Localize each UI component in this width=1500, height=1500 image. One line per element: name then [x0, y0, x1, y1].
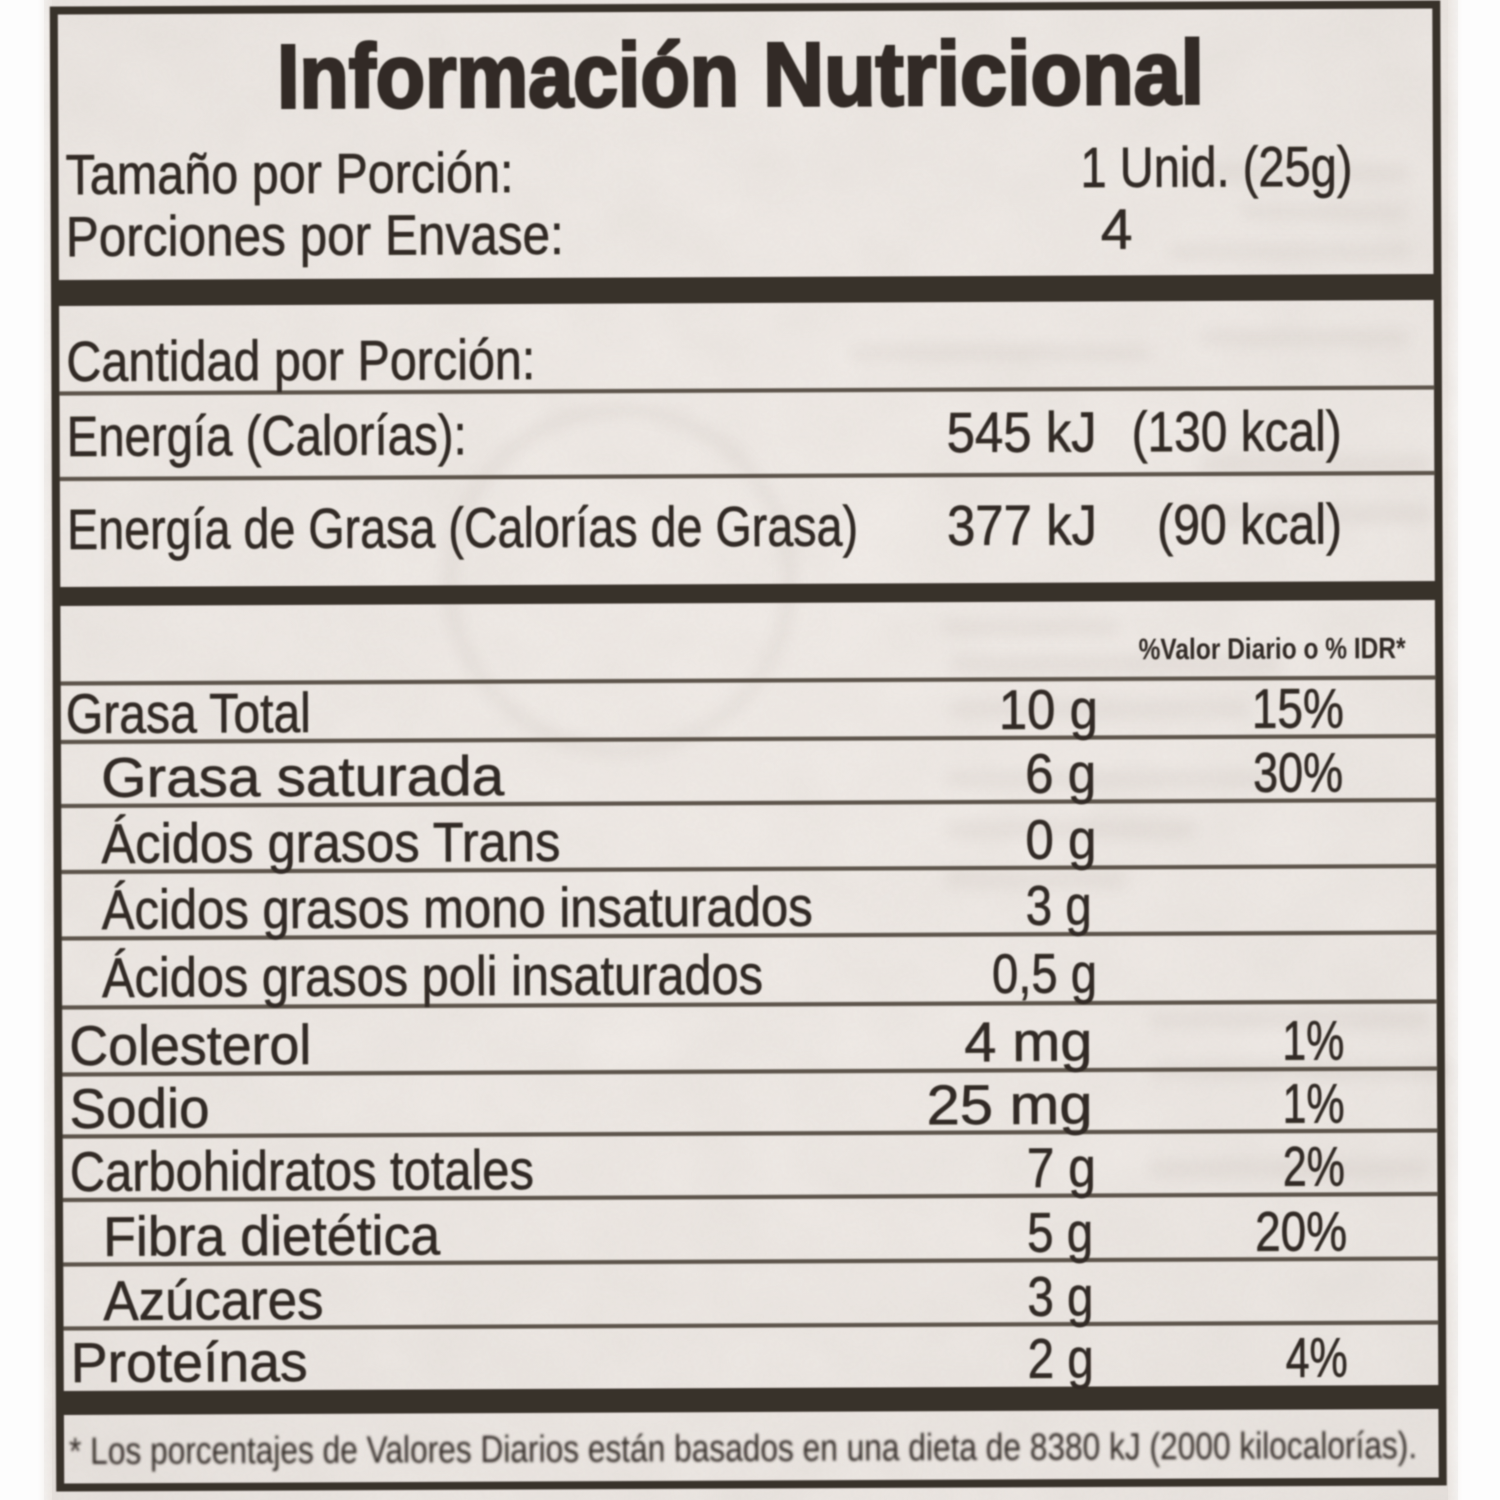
svg-text:Azúcares: Azúcares: [103, 1268, 323, 1332]
svg-text:Grasa Total: Grasa Total: [66, 681, 311, 745]
svg-text:10 g: 10 g: [999, 677, 1098, 740]
svg-text:Ácidos grasos Trans: Ácidos grasos Trans: [101, 810, 560, 875]
svg-text:4: 4: [1101, 198, 1133, 262]
svg-text:1%: 1%: [1282, 1008, 1344, 1071]
svg-text:Energía (Calorías):: Energía (Calorías):: [67, 403, 467, 469]
svg-text:1%: 1%: [1282, 1071, 1344, 1134]
svg-text:* Los porcentajes de Valores D: * Los porcentajes de Valores Diarios est…: [69, 1425, 1417, 1473]
svg-text:Carbohidratos totales: Carbohidratos totales: [70, 1138, 534, 1203]
svg-text:2%: 2%: [1283, 1134, 1345, 1197]
svg-text:25 mg: 25 mg: [926, 1073, 1092, 1137]
svg-text:4 mg: 4 mg: [964, 1010, 1092, 1074]
svg-text:Información: Información: [277, 26, 739, 128]
svg-text:(90 kcal): (90 kcal): [1157, 492, 1342, 557]
svg-text:Grasa saturada: Grasa saturada: [101, 744, 505, 809]
svg-text:%Valor Diario o % IDR*: %Valor Diario o % IDR*: [1139, 632, 1406, 666]
svg-text:Energía de Grasa (Calorías de: Energía de Grasa (Calorías de Grasa): [67, 495, 858, 562]
svg-text:5 g: 5 g: [1027, 1201, 1093, 1264]
svg-text:0 g: 0 g: [1025, 807, 1096, 870]
svg-text:Ácidos grasos mono insaturados: Ácidos grasos mono insaturados: [102, 875, 813, 941]
svg-text:0,5 g: 0,5 g: [992, 941, 1097, 1004]
svg-text:3 g: 3 g: [1027, 1265, 1093, 1328]
svg-text:4%: 4%: [1286, 1325, 1348, 1388]
svg-text:2 g: 2 g: [1028, 1327, 1094, 1390]
svg-text:Nutricional: Nutricional: [763, 24, 1204, 126]
svg-text:3 g: 3 g: [1026, 874, 1092, 937]
svg-text:(130 kcal): (130 kcal): [1131, 399, 1341, 464]
svg-text:Cantidad por Porción:: Cantidad por Porción:: [66, 328, 535, 394]
svg-text:6 g: 6 g: [1025, 741, 1096, 804]
svg-text:Sodio: Sodio: [69, 1076, 209, 1140]
svg-text:Colesterol: Colesterol: [69, 1013, 311, 1077]
svg-text:Ácidos grasos poli insaturados: Ácidos grasos poli insaturados: [102, 943, 763, 1009]
svg-text:Proteínas: Proteínas: [71, 1330, 308, 1394]
svg-text:Fibra dietética: Fibra dietética: [103, 1203, 441, 1267]
svg-text:545 kJ: 545 kJ: [947, 400, 1097, 465]
svg-text:Tamaño por Porción:: Tamaño por Porción:: [65, 141, 513, 207]
svg-text:1 Unid. (25g): 1 Unid. (25g): [1080, 135, 1352, 200]
svg-text:377 kJ: 377 kJ: [947, 493, 1097, 558]
svg-text:7 g: 7 g: [1027, 1135, 1096, 1198]
svg-text:20%: 20%: [1255, 1199, 1347, 1262]
svg-text:Porciones por Envase:: Porciones por Envase:: [66, 203, 564, 269]
svg-text:30%: 30%: [1253, 740, 1343, 803]
svg-text:15%: 15%: [1252, 676, 1344, 739]
